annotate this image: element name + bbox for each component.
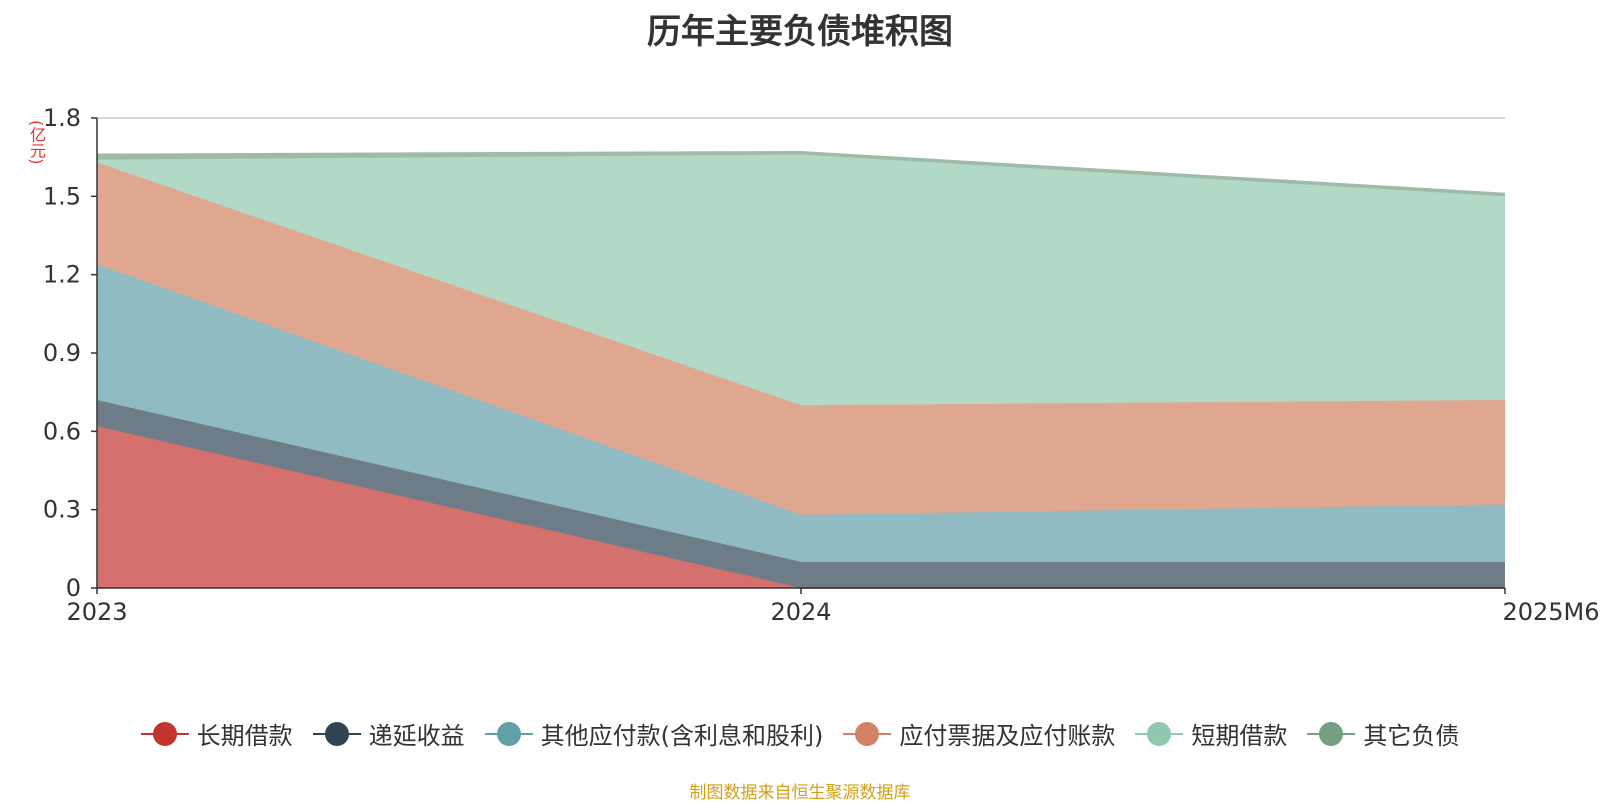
- source-note: 制图数据来自恒生聚源数据库: [689, 783, 911, 803]
- area-series-6: [97, 151, 1505, 197]
- area-series-layer: [96, 150, 1506, 589]
- y-tick-label: 0: [66, 574, 81, 602]
- y-tick-label: 0.3: [43, 496, 81, 524]
- legend-marker-icon: [1135, 721, 1184, 746]
- y-tick-label: 1.2: [43, 261, 81, 289]
- y-tick-label: 0.9: [43, 339, 81, 367]
- area-series-1: [97, 426, 1505, 588]
- legend-marker-icon: [843, 721, 892, 746]
- area-series-4: [97, 162, 1505, 515]
- legend-label: 递延收益: [368, 722, 465, 750]
- legend-label: 其他应付款(含利息和股利): [540, 722, 824, 750]
- x-tick-label: 2025M6: [1502, 598, 1599, 626]
- legend-label: 短期借款: [1191, 722, 1288, 750]
- area-series-line-2: [96, 399, 1505, 563]
- legend-label: 应付票据及应付账款: [899, 722, 1116, 750]
- area-series-5: [97, 154, 1505, 406]
- x-tick-label: 2024: [770, 598, 831, 626]
- y-axis-unit-label: (亿元): [27, 120, 46, 165]
- legend-marker-icon: [312, 721, 361, 746]
- legend-marker-icon: [140, 721, 189, 746]
- legend-item-4[interactable]: 应付票据及应付账款: [843, 716, 1115, 751]
- y-tick-label: 0.6: [43, 417, 81, 445]
- area-series-line-6: [96, 150, 1506, 195]
- legend-label: 其它负债: [1363, 722, 1460, 750]
- legend-item-1[interactable]: 长期借款: [140, 716, 293, 751]
- legend-item-5[interactable]: 短期借款: [1135, 716, 1287, 751]
- y-tick-label: 1.5: [43, 182, 81, 210]
- axes: 0 0.3 0.6 0.9 1.2 1.5 1.8 2023 2024 2025M6: [43, 104, 1600, 626]
- legend-item-2[interactable]: 递延收益: [312, 716, 465, 751]
- area-series-2: [97, 400, 1505, 588]
- chart-title: 历年主要负债堆积图: [647, 12, 953, 52]
- legend-marker-icon: [1307, 721, 1356, 746]
- legend: 长期借款 递延收益 其他应付款(含利息和股利) 应付票据及应付账款 短期借款 其它负债: [0, 716, 1600, 751]
- stacked-area-chart: 0 0.3 0.6 0.9 1.2 1.5 1.8 2023 2024 2025M6: [43, 104, 1600, 626]
- legend-item-3[interactable]: 其他应付款(含利息和股利): [484, 716, 824, 751]
- x-tick-label: 2023: [66, 598, 127, 626]
- area-series-3: [97, 264, 1505, 562]
- legend-marker-icon: [484, 721, 533, 746]
- legend-item-6[interactable]: 其它负债: [1307, 716, 1459, 751]
- y-tick-label: 1.8: [43, 104, 81, 132]
- legend-label: 长期借款: [196, 722, 293, 750]
